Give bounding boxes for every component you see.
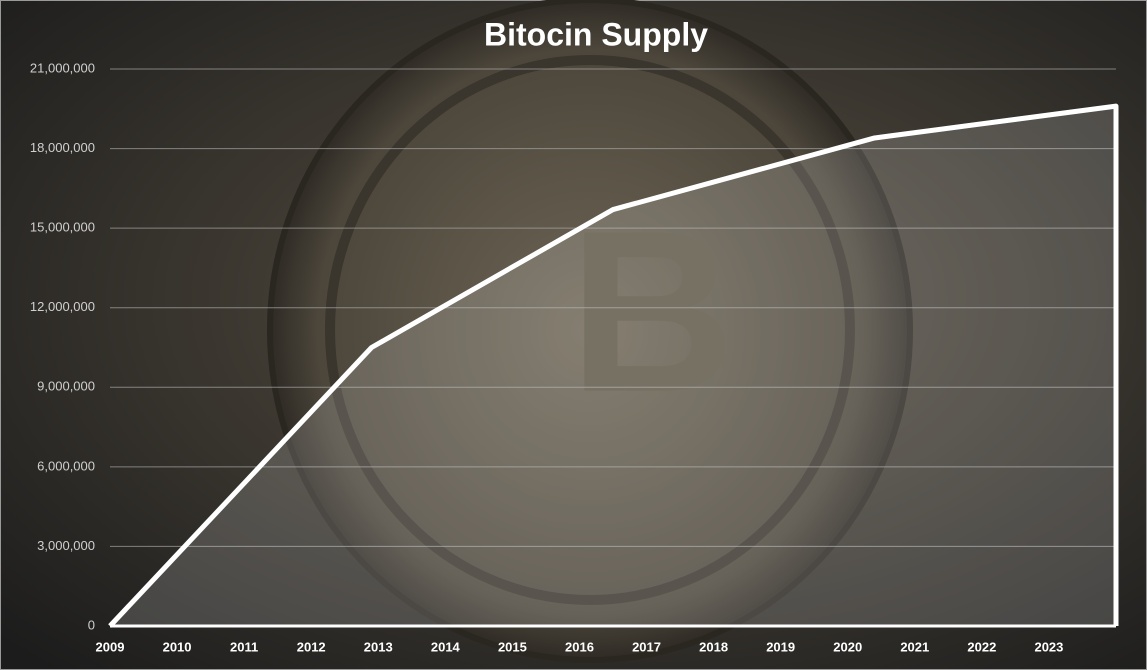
y-tick-label: 15,000,000 [30,220,95,235]
x-tick-label: 2017 [632,639,661,654]
x-tick-label: 2021 [900,639,929,654]
y-tick-label: 12,000,000 [30,299,95,314]
chart-title: Bitocin Supply [484,16,708,52]
x-tick-label: 2014 [431,639,461,654]
x-tick-label: 2011 [230,639,258,654]
y-tick-label: 0 [88,617,95,632]
x-tick-label: 2013 [364,639,393,654]
y-tick-label: 21,000,000 [30,60,95,75]
y-tick-label: 3,000,000 [37,538,95,553]
y-tick-label: 18,000,000 [30,140,95,155]
y-tick-label: 6,000,000 [37,458,95,473]
area-fill [110,106,1116,627]
x-tick-label: 2019 [766,639,795,654]
coin-symbol: B [569,183,735,440]
x-tick-label: 2012 [297,639,326,654]
coin-decoration [267,0,913,663]
area-line [108,103,1119,628]
x-tick-label: 2020 [833,639,862,654]
y-tick-label: 9,000,000 [37,379,95,394]
coin-ring [325,55,855,605]
x-tick-label: 2009 [96,639,125,654]
x-tick-label: 2016 [565,639,594,654]
x-tick-label: 2023 [1034,639,1063,654]
x-tick-label: 2010 [163,639,192,654]
x-tick-label: 2015 [498,639,527,654]
x-tick-label: 2018 [699,639,728,654]
x-tick-label: 2022 [967,639,996,654]
